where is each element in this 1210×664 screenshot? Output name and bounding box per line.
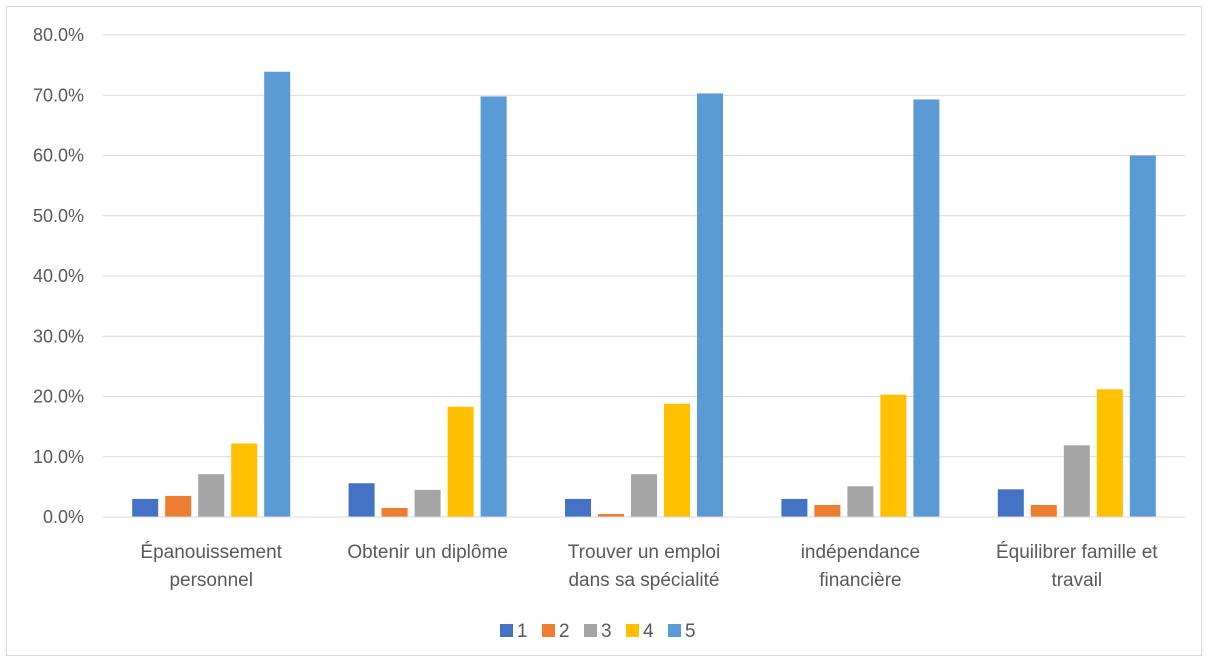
- y-tick-label: 0.0%: [43, 507, 84, 527]
- legend-label: 4: [643, 621, 654, 642]
- bar-series-2: [598, 513, 624, 517]
- x-category-label: Trouver un emploi: [568, 542, 720, 563]
- bar-series-5: [913, 99, 940, 517]
- legend-swatch: [626, 624, 639, 637]
- legend-swatch: [584, 624, 597, 637]
- bar-series-2: [381, 507, 408, 517]
- legend-label: 2: [559, 621, 570, 642]
- bar-series-5: [697, 93, 723, 517]
- y-tick-label: 70.0%: [33, 85, 84, 105]
- bar-series-3: [847, 486, 874, 517]
- x-category-label: travail: [1051, 570, 1102, 591]
- legend-label: 3: [601, 621, 612, 642]
- bar-series-2: [1030, 504, 1057, 517]
- legend-swatch: [542, 624, 555, 637]
- bar-series-4: [664, 403, 690, 517]
- chart-frame: [6, 6, 1202, 656]
- x-category-label: Équilibrer famille et: [996, 542, 1158, 563]
- y-tick-label: 20.0%: [33, 387, 84, 407]
- bar-series-5: [480, 96, 507, 517]
- bar-series-1: [781, 498, 808, 517]
- y-tick-label: 10.0%: [33, 447, 84, 467]
- bar-series-5: [264, 71, 291, 517]
- bar-series-3: [631, 474, 657, 517]
- x-category-label: financière: [819, 570, 901, 591]
- y-tick-label: 40.0%: [33, 266, 84, 286]
- bar-series-1: [997, 489, 1024, 517]
- bar-series-3: [414, 489, 441, 517]
- x-category-label: personnel: [169, 570, 252, 591]
- x-category-label: Obtenir un diplôme: [347, 542, 508, 563]
- bar-series-3: [1063, 445, 1090, 517]
- legend-swatch: [500, 624, 513, 637]
- bar-series-5: [1129, 155, 1156, 517]
- legend-swatch: [668, 624, 681, 637]
- legend-label: 1: [517, 621, 528, 642]
- x-category-label: indépendance: [801, 542, 920, 563]
- bar-series-4: [447, 406, 474, 517]
- bar-series-1: [348, 483, 375, 517]
- y-tick-label: 80.0%: [33, 25, 84, 45]
- bar-series-2: [165, 495, 192, 517]
- y-tick-label: 60.0%: [33, 146, 84, 166]
- x-category-label: dans sa spécialité: [568, 570, 719, 591]
- bar-series-1: [565, 498, 591, 517]
- bar-series-1: [132, 498, 159, 517]
- x-category-label: Épanouissement: [140, 542, 282, 563]
- y-tick-label: 50.0%: [33, 206, 84, 226]
- legend-label: 5: [685, 621, 696, 642]
- bar-series-2: [814, 504, 841, 517]
- bar-series-4: [1096, 389, 1123, 517]
- y-tick-label: 30.0%: [33, 326, 84, 346]
- bar-series-4: [231, 443, 258, 517]
- bar-series-4: [880, 394, 907, 517]
- bar-series-3: [198, 474, 225, 517]
